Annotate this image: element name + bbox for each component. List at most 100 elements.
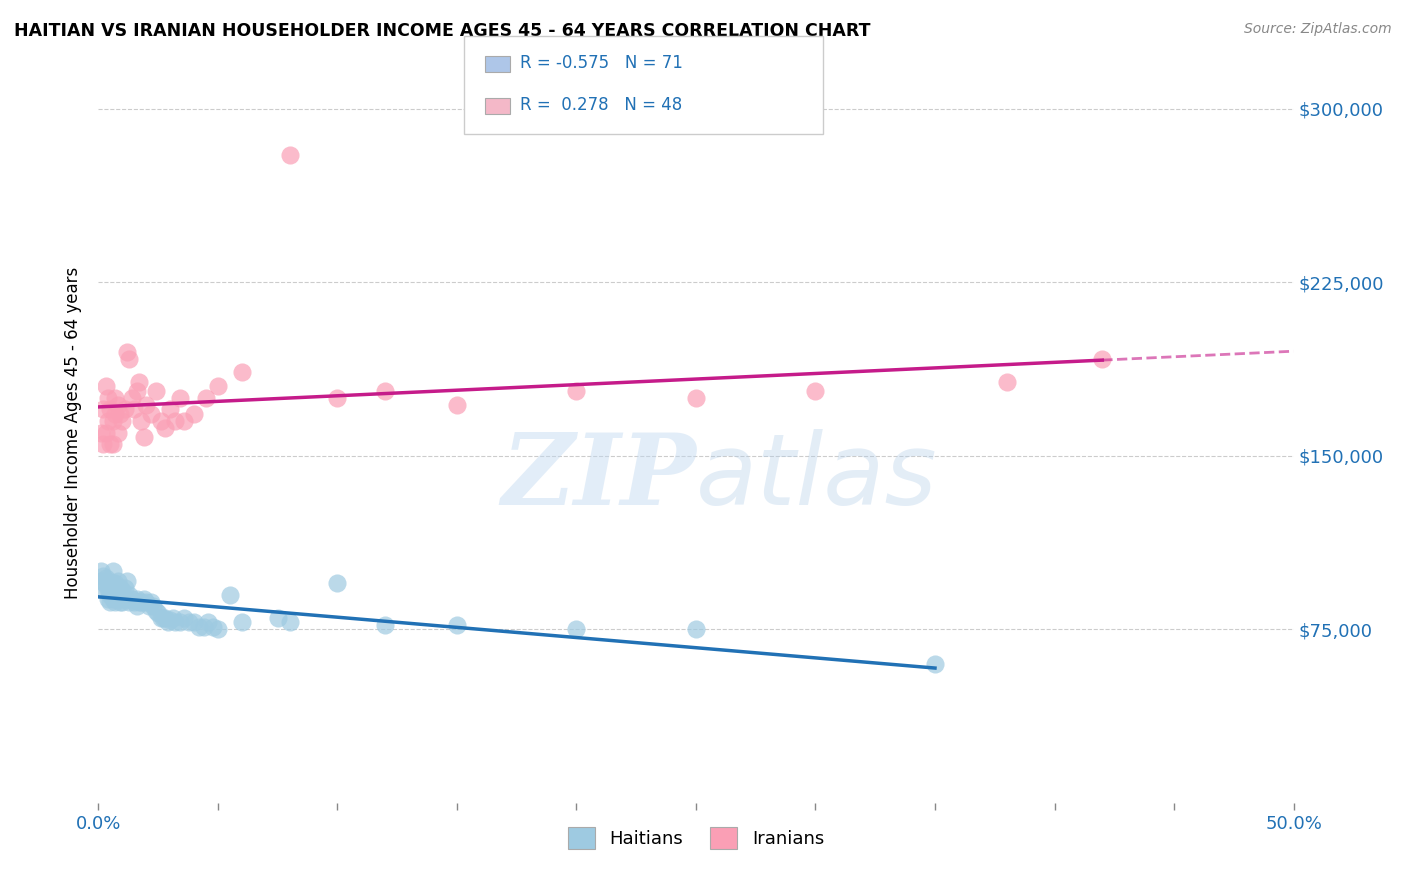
- Legend: Haitians, Iranians: Haitians, Iranians: [561, 821, 831, 856]
- Point: [118, 588, 141, 602]
- Point: [135, 594, 157, 608]
- Point: [91, 582, 114, 597]
- Point: [108, 594, 131, 608]
- Point: [183, 407, 205, 421]
- Point: [156, 615, 179, 630]
- Point: [131, 414, 153, 428]
- Point: [125, 384, 148, 398]
- Point: [111, 414, 134, 428]
- Point: [107, 592, 129, 607]
- Point: [97, 574, 120, 588]
- Point: [162, 610, 184, 624]
- Point: [169, 391, 191, 405]
- Point: [98, 588, 122, 602]
- Point: [995, 375, 1018, 389]
- Point: [107, 574, 129, 588]
- Point: [193, 620, 215, 634]
- Text: Source: ZipAtlas.com: Source: ZipAtlas.com: [1244, 22, 1392, 37]
- Text: R = -0.575   N = 71: R = -0.575 N = 71: [520, 54, 683, 72]
- Point: [128, 375, 150, 389]
- Point: [131, 594, 153, 608]
- Point: [97, 391, 120, 405]
- Point: [121, 592, 143, 607]
- Point: [91, 569, 114, 583]
- Point: [125, 592, 148, 607]
- Point: [94, 571, 117, 585]
- Point: [121, 391, 143, 405]
- Point: [124, 594, 146, 608]
- Point: [90, 574, 112, 588]
- Point: [278, 148, 301, 162]
- Point: [374, 384, 396, 398]
- Point: [101, 414, 124, 428]
- Point: [804, 384, 827, 398]
- Point: [149, 610, 172, 624]
- Point: [326, 391, 349, 405]
- Point: [90, 565, 112, 579]
- Point: [104, 407, 127, 421]
- Point: [101, 582, 124, 597]
- Point: [202, 620, 225, 634]
- Point: [91, 402, 114, 417]
- Point: [132, 430, 155, 444]
- Point: [446, 617, 468, 632]
- Point: [374, 617, 396, 632]
- Point: [125, 599, 148, 614]
- Point: [219, 588, 242, 602]
- Point: [163, 414, 186, 428]
- Point: [90, 425, 112, 440]
- Point: [111, 594, 134, 608]
- Point: [187, 620, 209, 634]
- Point: [114, 592, 136, 607]
- Point: [231, 366, 253, 380]
- Point: [104, 576, 127, 591]
- Point: [179, 615, 201, 630]
- Point: [104, 391, 127, 405]
- Text: ZIP: ZIP: [501, 429, 696, 525]
- Point: [94, 379, 117, 393]
- Point: [97, 414, 120, 428]
- Point: [145, 604, 167, 618]
- Point: [98, 581, 122, 595]
- Point: [108, 407, 131, 421]
- Point: [155, 421, 177, 435]
- Point: [128, 594, 150, 608]
- Point: [111, 582, 134, 597]
- Point: [94, 578, 117, 592]
- Point: [91, 437, 114, 451]
- Point: [267, 610, 290, 624]
- Point: [107, 398, 129, 412]
- Point: [685, 391, 707, 405]
- Point: [685, 622, 707, 636]
- Point: [159, 402, 181, 417]
- Point: [98, 594, 122, 608]
- Point: [231, 615, 253, 630]
- Point: [107, 425, 129, 440]
- Point: [104, 594, 127, 608]
- Text: HAITIAN VS IRANIAN HOUSEHOLDER INCOME AGES 45 - 64 YEARS CORRELATION CHART: HAITIAN VS IRANIAN HOUSEHOLDER INCOME AG…: [14, 22, 870, 40]
- Point: [145, 384, 167, 398]
- Point: [326, 576, 349, 591]
- Point: [446, 398, 468, 412]
- Point: [142, 599, 165, 614]
- Y-axis label: Householder Income Ages 45 - 64 years: Householder Income Ages 45 - 64 years: [65, 267, 83, 599]
- Point: [118, 351, 141, 366]
- Point: [104, 588, 127, 602]
- Point: [101, 576, 124, 591]
- Point: [115, 574, 138, 588]
- Point: [115, 344, 138, 359]
- Point: [107, 582, 129, 597]
- Point: [278, 615, 301, 630]
- Point: [173, 414, 195, 428]
- Point: [135, 398, 157, 412]
- Point: [124, 402, 146, 417]
- Point: [114, 581, 136, 595]
- Point: [207, 622, 229, 636]
- Point: [98, 402, 122, 417]
- Point: [924, 657, 946, 671]
- Point: [149, 414, 172, 428]
- Text: R =  0.278   N = 48: R = 0.278 N = 48: [520, 96, 682, 114]
- Point: [1091, 351, 1114, 366]
- Point: [152, 610, 174, 624]
- Point: [183, 615, 205, 630]
